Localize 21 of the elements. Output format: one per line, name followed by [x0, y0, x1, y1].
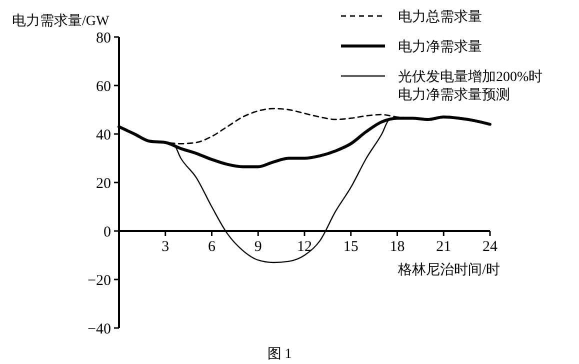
y-tick-label: 80	[96, 30, 111, 46]
x-tick-label: 18	[390, 239, 405, 255]
x-axis-title: 格林尼治时间/时	[397, 262, 500, 278]
legend-label: 电力总需求量	[398, 9, 482, 25]
x-tick-label: 9	[254, 239, 262, 255]
x-tick-label: 15	[343, 239, 358, 255]
y-tick-label: −20	[88, 272, 111, 289]
legend-label: 电力净需求量	[398, 39, 482, 55]
y-tick-label: 20	[96, 176, 111, 192]
x-tick-label: 12	[297, 239, 312, 255]
y-tick-label: −40	[88, 321, 111, 338]
x-tick-label: 3	[162, 239, 170, 255]
x-tick-label: 24	[482, 239, 498, 255]
caption: 图 1	[267, 347, 292, 362]
y-axis-title: 电力需求量/GW	[12, 13, 110, 29]
x-tick-label: 6	[208, 239, 216, 255]
legend-label: 光伏发电量增加200%时电力净需求量预测	[398, 69, 543, 103]
x-tick-label: 21	[436, 239, 452, 255]
y-tick-label: 0	[104, 224, 111, 240]
y-tick-label: 40	[96, 127, 111, 144]
y-tick-label: 60	[96, 78, 111, 95]
